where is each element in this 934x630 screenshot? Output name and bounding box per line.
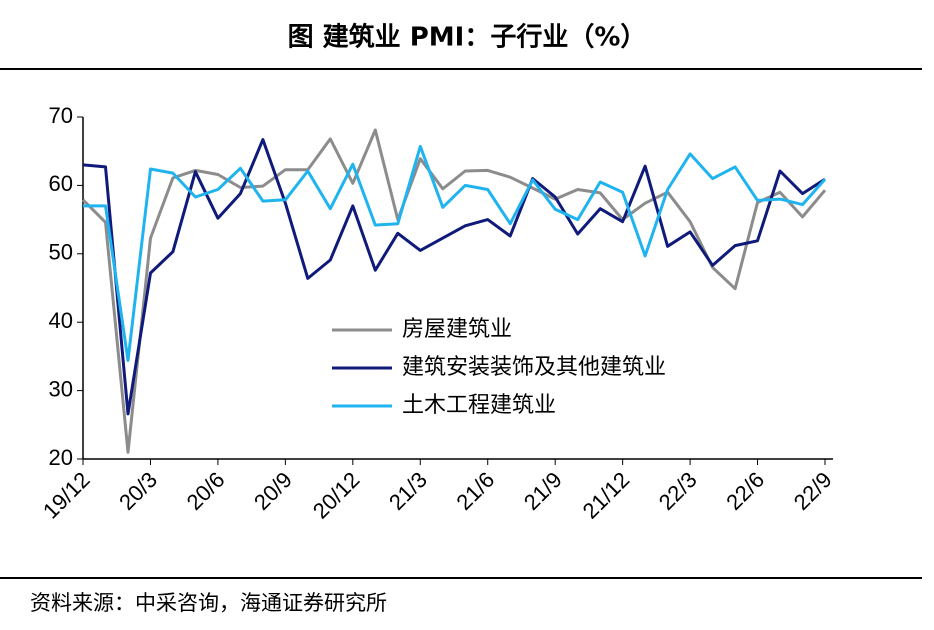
y-tick-label: 30 (49, 376, 73, 401)
y-tick-label: 40 (49, 308, 73, 333)
series-line (82, 138, 826, 416)
legend-label: 房屋建筑业 (402, 317, 512, 342)
y-tick-label: 20 (49, 445, 73, 470)
x-tick-label: 22/3 (654, 467, 702, 515)
legend-label: 建筑安装装饰及其他建筑业 (402, 355, 666, 380)
y-tick-label: 50 (49, 240, 73, 265)
x-tick-label: 20/6 (182, 467, 230, 515)
x-tick-label: 20/12 (308, 467, 365, 524)
source: 资料来源：中采咨询，海通证券研究所 (30, 591, 387, 615)
x-tick-label: 19/12 (38, 467, 95, 524)
y-tick-label: 70 (49, 103, 73, 128)
x-tick-label: 21/9 (519, 467, 567, 515)
chart-title: 图 建筑业 PMI：子行业（%） (288, 22, 647, 53)
x-tick-label: 21/12 (578, 467, 635, 524)
legend-label: 土木工程建筑业 (402, 393, 556, 418)
series-line (83, 144, 827, 362)
x-tick-label: 22/6 (721, 467, 769, 515)
x-tick-label: 20/3 (114, 467, 162, 515)
y-tick-label: 60 (49, 171, 73, 196)
x-tick-label: 21/6 (451, 467, 499, 515)
series-line (81, 128, 827, 454)
x-tick-label: 21/3 (384, 467, 432, 515)
x-tick-label: 22/9 (789, 467, 837, 515)
x-tick-label: 20/9 (249, 467, 297, 515)
